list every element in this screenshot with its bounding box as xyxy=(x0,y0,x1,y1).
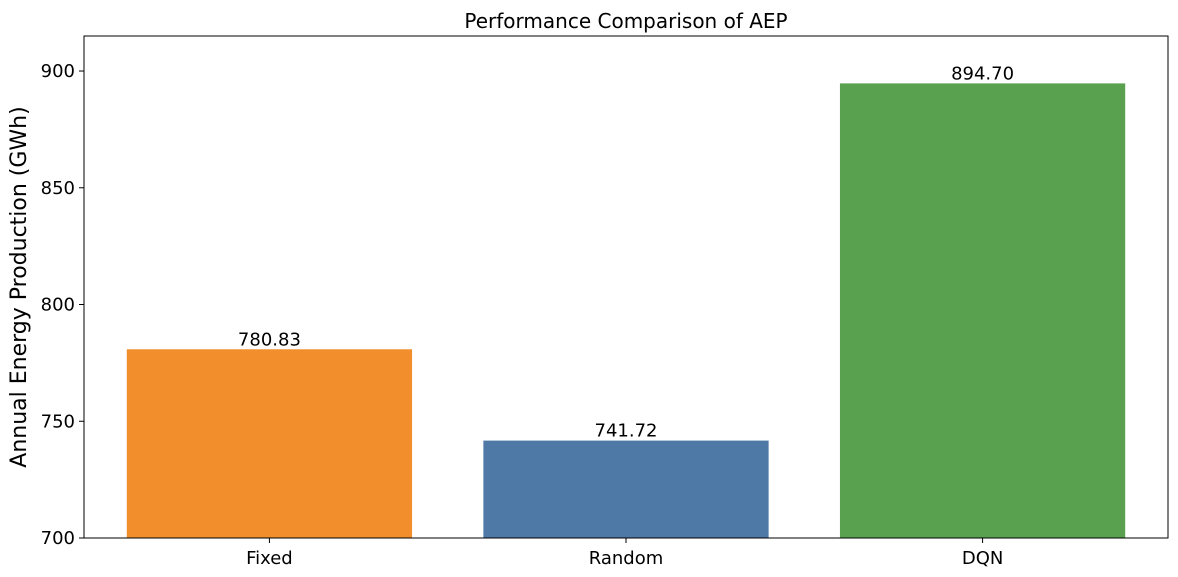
bars-group xyxy=(126,83,1126,539)
y-axis-ticks: 700 750 800 850 900 xyxy=(41,61,84,549)
data-label-fixed: 780.83 xyxy=(238,329,301,350)
bar-dqn xyxy=(839,83,1126,539)
x-tick-label-fixed: Fixed xyxy=(246,548,293,569)
plot-frame xyxy=(83,35,1169,539)
y-axis-label: Annual Energy Production (GWh) xyxy=(7,106,32,467)
data-label-dqn: 894.70 xyxy=(951,63,1014,84)
data-labels-group: 780.83 741.72 894.70 xyxy=(238,63,1014,441)
y-tick-label: 800 xyxy=(41,295,75,316)
y-tick-label: 750 xyxy=(41,411,75,432)
x-tick-label-dqn: DQN xyxy=(962,548,1004,569)
x-tick-label-random: Random xyxy=(589,548,664,569)
bar-fixed xyxy=(126,349,413,538)
y-tick-label: 900 xyxy=(41,61,75,82)
chart-title: Performance Comparison of AEP xyxy=(464,9,787,33)
bar-random xyxy=(483,440,769,538)
y-tick-label: 700 xyxy=(41,528,75,549)
y-tick-label: 850 xyxy=(41,178,75,199)
x-axis-ticks: Fixed Random DQN xyxy=(246,538,1003,569)
data-label-random: 741.72 xyxy=(595,421,658,442)
